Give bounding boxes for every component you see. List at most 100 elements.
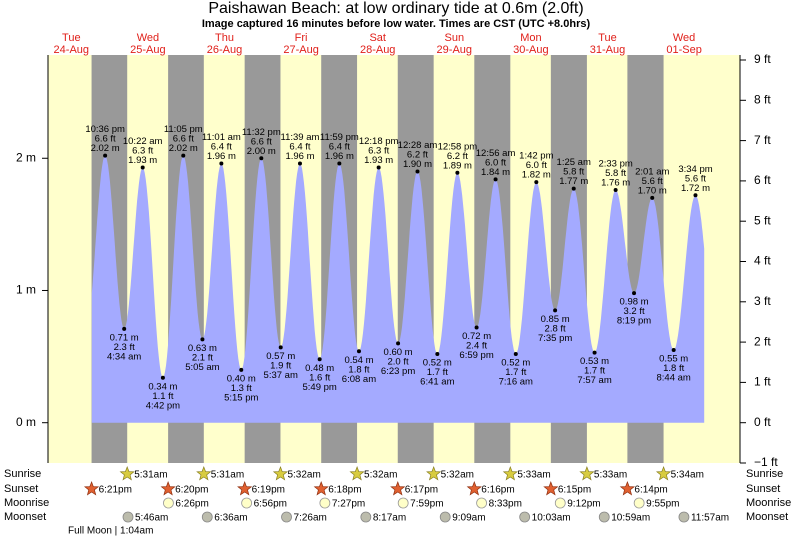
row-label: Moonrise (4, 497, 49, 509)
sunrise-icon (426, 466, 442, 481)
row-time: 10:03am (532, 513, 571, 524)
tide-time: 4:42 pm (146, 400, 180, 411)
tide-meters: 1.93 m (128, 155, 157, 166)
tide-time: 5:37 am (264, 370, 298, 381)
tide-meters: 1.96 m (207, 151, 236, 162)
tide-point (337, 161, 342, 166)
moon-phase: Full Moon | 1:04am (68, 526, 153, 537)
tide-feet: 2.4 ft (466, 341, 487, 352)
sunrise-icon (119, 466, 135, 481)
tide-feet: 5.6 ft (685, 173, 706, 184)
tide-time: 7:57 am (577, 375, 611, 386)
chart-title: Paishawan Beach: at low ordinary tide at… (208, 0, 583, 17)
row-time: 6:18pm (328, 485, 361, 496)
tide-meters: 1.90 m (403, 159, 432, 170)
tide-point (553, 308, 558, 313)
tide-meters: 2.00 m (247, 146, 276, 157)
tide-meters: 0.72 m (462, 331, 491, 342)
row-time: 8:33pm (489, 499, 522, 510)
date-label: 24-Aug (54, 44, 89, 56)
row-time: 7:59pm (410, 499, 443, 510)
tide-feet: 5.6 ft (642, 176, 663, 187)
tide-area (91, 155, 705, 423)
tide-point (671, 347, 676, 352)
weekday-label: Tue (598, 32, 617, 44)
tide-time: 12:18 pm (359, 136, 399, 147)
tide-time: 10:36 pm (85, 124, 125, 135)
tide-feet: 2.3 ft (114, 342, 135, 353)
row-time: 5:32am (441, 470, 474, 481)
tide-feet: 6.6 ft (173, 134, 194, 145)
tide-time: 5:49 pm (303, 382, 337, 393)
y-tick-label: 1 m (16, 283, 36, 297)
tide-feet: 1.8 ft (348, 364, 369, 375)
tide-time: 12:56 am (476, 148, 516, 159)
row-time: 5:33am (517, 470, 550, 481)
chart-subtitle: Image captured 16 minutes before low wat… (202, 18, 591, 30)
y2-tick-label: 4 ft (754, 254, 771, 268)
moonrise-icon (163, 497, 174, 509)
tide-point (219, 161, 224, 166)
tide-meters: 0.40 m (227, 373, 256, 384)
tide-time: 7:35 pm (538, 333, 572, 344)
tide-meters: 0.60 m (384, 347, 413, 358)
tide-time: 4:34 am (107, 351, 141, 362)
row-time: 5:32am (287, 470, 320, 481)
weekday-label: Wed (137, 32, 159, 44)
row-time: 10:59am (611, 513, 650, 524)
row-time: 9:12pm (567, 499, 600, 510)
tide-meters: 1.70 m (638, 185, 667, 196)
tide-feet: 6.0 ft (526, 160, 547, 171)
tide-feet: 6.3 ft (132, 146, 153, 157)
y2-tick-label: 5 ft (754, 213, 771, 227)
row-time: 6:15pm (558, 485, 591, 496)
tide-point (474, 325, 479, 330)
date-label: 26-Aug (207, 44, 242, 56)
tide-point (455, 170, 460, 175)
tide-feet: 2.8 ft (545, 323, 566, 334)
tide-time: 12:28 am (398, 140, 438, 151)
moonset-icon (201, 511, 213, 523)
tide-feet: 1.7 ft (427, 367, 448, 378)
tide-feet: 2.1 ft (192, 352, 213, 363)
tide-meters: 0.54 m (344, 355, 373, 366)
tide-feet: 1.1 ft (152, 391, 173, 402)
weekday-label: Sat (369, 32, 386, 44)
tide-time: 6:41 am (420, 376, 454, 387)
tide-meters: 0.98 m (620, 297, 649, 308)
tide-meters: 1.96 m (325, 151, 354, 162)
weekday-label: Thu (215, 32, 234, 44)
row-time: 6:16pm (481, 485, 514, 496)
tide-feet: 6.4 ft (329, 142, 350, 153)
row-time: 5:34am (671, 470, 704, 481)
tide-time: 2:01 am (635, 166, 669, 177)
moonrise-icon (241, 497, 253, 509)
tide-meters: 2.02 m (91, 143, 120, 154)
tide-feet: 6.6 ft (251, 136, 272, 147)
tide-meters: 0.55 m (659, 353, 688, 364)
tide-point (376, 165, 381, 170)
y2-tick-label: 2 ft (754, 334, 771, 348)
tide-feet: 1.9 ft (270, 360, 291, 371)
date-label: 30-Aug (513, 44, 548, 56)
tide-feet: 1.7 ft (505, 367, 526, 378)
row-time: 6:56pm (254, 499, 287, 510)
row-time: 6:26pm (175, 499, 208, 510)
row-time: 6:19pm (252, 485, 285, 496)
tide-feet: 6.2 ft (447, 151, 468, 162)
tide-point (140, 165, 145, 170)
weekday-label: Tue (62, 32, 81, 44)
tide-time: 11:59 pm (320, 132, 359, 143)
row-time: 9:55pm (646, 499, 679, 510)
tide-meters: 0.52 m (423, 357, 452, 368)
tide-point (693, 193, 698, 198)
row-time: 6:21pm (99, 485, 132, 496)
tide-meters: 1.72 m (681, 183, 710, 194)
weekday-label: Sun (445, 32, 465, 44)
row-label: Moonset (4, 511, 46, 523)
row-time: 6:17pm (405, 485, 438, 496)
tide-meters: 1.93 m (364, 155, 393, 166)
tide-time: 11:01 am (202, 132, 241, 143)
tide-feet: 1.6 ft (309, 372, 330, 383)
tide-time: 6:59 pm (459, 350, 493, 361)
